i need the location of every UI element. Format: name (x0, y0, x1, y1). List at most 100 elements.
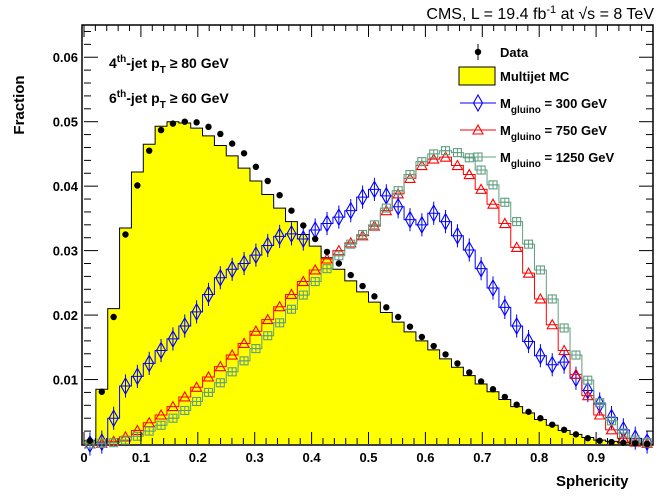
data-point (394, 313, 402, 321)
x-tick-label: 0.7 (473, 450, 491, 465)
series-m1250-point (358, 229, 368, 240)
data-points-layer (86, 118, 651, 448)
data-point (501, 393, 509, 401)
data-point (122, 231, 129, 238)
series-m750-point (368, 219, 381, 231)
data-point (584, 434, 591, 442)
series-m300-point (547, 355, 558, 374)
header-sqrt-symbol: √ (578, 6, 587, 23)
y-tick-label: 0.05 (53, 115, 78, 130)
series-m750-point (309, 263, 322, 275)
data-point (537, 415, 544, 422)
x-tick-label: 0.6 (416, 450, 434, 465)
x-tick-label: 0.3 (246, 450, 264, 465)
data-point (157, 126, 165, 134)
data-point (217, 130, 224, 138)
data-point (193, 119, 200, 126)
legend-label: Multijet MC (500, 69, 570, 84)
series-m750-point (475, 183, 488, 194)
data-point (98, 388, 106, 395)
header-energy-mid: at (556, 6, 578, 23)
series-m1250-point (476, 165, 486, 175)
series-m750-point (155, 408, 167, 420)
series-m1250-point (583, 375, 593, 385)
series-m1250-point (180, 405, 190, 416)
series-m300-point (262, 236, 273, 255)
header-experiment: CMS, L = 19.4 fb (426, 6, 546, 23)
data-point (608, 438, 615, 446)
series-m750-point (404, 172, 416, 183)
legend-label-sub: gluino (511, 105, 541, 116)
cut-annotation-4th-jet: 4th-jet pT ≥ 80 GeV (109, 54, 229, 76)
series-m1250-point (369, 220, 379, 230)
series-m300-point (416, 215, 428, 234)
series-m750-point (427, 152, 440, 164)
series-m300-point (345, 201, 356, 220)
legend-data-marker (474, 48, 482, 56)
legend-marker (473, 152, 483, 162)
data-point (477, 378, 485, 385)
series-m750-point (202, 370, 215, 382)
legend-label: Mgluino = 300 GeV (500, 96, 607, 116)
legend-label-tail: = 300 GeV (541, 96, 607, 111)
series-m300-point (523, 332, 534, 351)
data-point (383, 304, 390, 311)
series-m300 (84, 177, 653, 456)
series-m300-point (250, 246, 262, 265)
series-m300-point (274, 227, 285, 246)
header-lumi-exponent: -1 (546, 4, 556, 16)
legend-label: Mgluino = 1250 GeV (500, 150, 615, 170)
data-point (466, 369, 473, 376)
mc-outline (84, 121, 653, 445)
series-m1250-point (97, 438, 107, 448)
series-m1250-point (381, 203, 391, 213)
series-m300-point (558, 353, 570, 372)
x-tick-label: 0.2 (189, 450, 207, 465)
data-point (406, 323, 414, 330)
legend-entry: Data (474, 44, 529, 60)
data-point (454, 360, 461, 367)
data-point (430, 342, 437, 350)
series-m750-point (534, 292, 547, 304)
data-point (169, 120, 177, 127)
series-m1250-point (606, 416, 617, 426)
x-tick-label: 0.8 (530, 450, 548, 465)
legend: Data Multijet MC Mgluino = 300 GeV Mgluino … (458, 44, 615, 170)
data-point (240, 150, 248, 157)
series-m300-point (333, 207, 344, 227)
data-point (489, 386, 497, 393)
data-point (560, 426, 568, 434)
data-point (181, 118, 188, 125)
series-m300-point (227, 260, 238, 279)
series-m750-point (297, 275, 310, 287)
series-m750-point (510, 241, 523, 252)
series-m300-point (215, 268, 226, 287)
legend-label-sub: gluino (511, 159, 541, 170)
series-m750-point (451, 159, 464, 171)
series-m300-point (404, 210, 416, 229)
series-m750-point (558, 344, 571, 356)
data-point (276, 191, 283, 199)
series-m750-point (522, 267, 535, 278)
series-m1250-point (203, 387, 214, 397)
series-m1250-point (440, 146, 451, 156)
series-m750-point (593, 408, 606, 420)
series-m300-point (120, 376, 131, 396)
data-point (596, 437, 603, 444)
series-m750-point (439, 151, 452, 162)
series-m750-point (415, 159, 428, 171)
cut-annotation-6th-jet: 6th-jet pT ≥ 60 GeV (109, 89, 229, 111)
series-m1250-point (310, 277, 320, 287)
series-m1250-point (595, 398, 605, 408)
experiment-header: CMS, L = 19.4 fb-1 at √s = 8 TeV (426, 4, 654, 23)
series-m300-point (452, 226, 463, 245)
series-m1250-point (559, 323, 569, 333)
x-tick-label: 0.5 (359, 450, 377, 465)
y-axis-title: Fraction (11, 75, 28, 134)
legend-label-tail: = 750 GeV (541, 123, 607, 138)
series-m300-point (499, 298, 510, 317)
series-m300-point (393, 197, 404, 216)
legend-label-main: Data (500, 45, 529, 60)
legend-label-main: Multijet MC (500, 69, 570, 84)
series-m1250-point (429, 149, 439, 159)
